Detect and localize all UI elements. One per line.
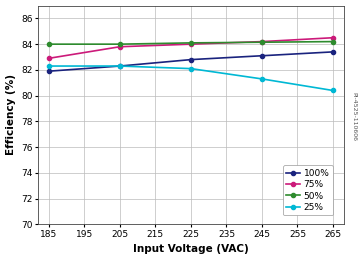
- 25%: [189, 67, 193, 70]
- 50%: [118, 43, 122, 46]
- Legend: 100%, 75%, 50%, 25%: 100%, 75%, 50%, 25%: [283, 165, 333, 216]
- Y-axis label: Efficiency (%): Efficiency (%): [5, 74, 15, 155]
- 25%: [47, 64, 51, 68]
- 100%: [118, 64, 122, 68]
- Line: 25%: 25%: [47, 64, 335, 93]
- Line: 50%: 50%: [47, 40, 335, 46]
- X-axis label: Input Voltage (VAC): Input Voltage (VAC): [133, 244, 249, 255]
- 50%: [189, 41, 193, 44]
- 50%: [47, 43, 51, 46]
- 75%: [331, 36, 335, 39]
- 100%: [189, 58, 193, 61]
- Line: 75%: 75%: [47, 36, 335, 60]
- Text: PI-4525-110606: PI-4525-110606: [351, 93, 356, 141]
- 75%: [118, 45, 122, 48]
- 100%: [47, 70, 51, 73]
- 75%: [189, 43, 193, 46]
- 75%: [47, 57, 51, 60]
- Line: 100%: 100%: [47, 50, 335, 73]
- 25%: [331, 89, 335, 92]
- 50%: [331, 40, 335, 43]
- 100%: [331, 50, 335, 54]
- 100%: [260, 54, 264, 57]
- 25%: [260, 77, 264, 81]
- 75%: [260, 40, 264, 43]
- 50%: [260, 41, 264, 44]
- 25%: [118, 64, 122, 68]
